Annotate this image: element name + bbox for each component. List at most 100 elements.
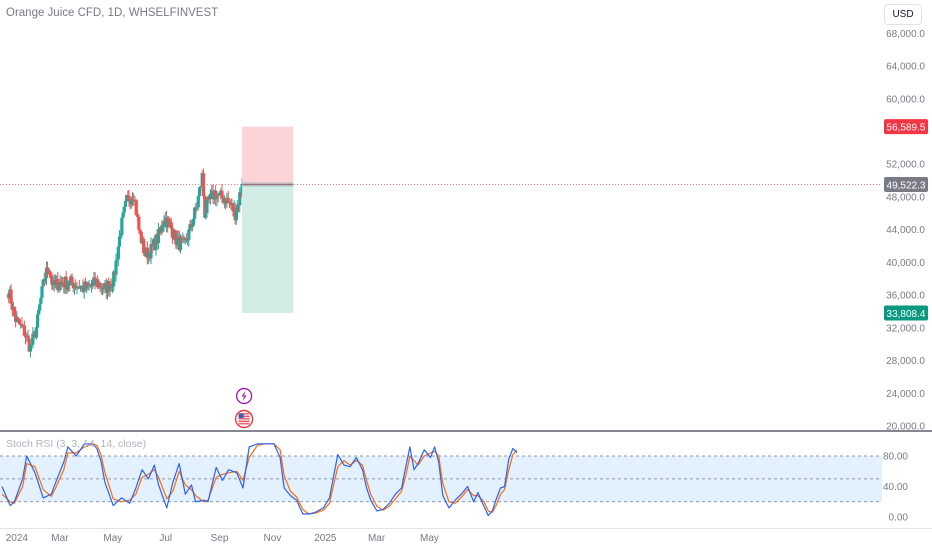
stop-loss-zone[interactable]	[242, 126, 294, 185]
price-axis-tick: 44,000.0	[886, 225, 925, 236]
candle-body	[166, 218, 170, 228]
take-profit-zone[interactable]	[242, 184, 294, 314]
candle-body	[235, 204, 240, 213]
candle-body	[120, 217, 124, 235]
candle-body	[58, 281, 62, 287]
candle-body	[227, 201, 232, 203]
candle-body	[86, 282, 90, 285]
target-price-label-bg	[884, 305, 928, 321]
currency-button[interactable]: USD	[884, 4, 922, 25]
price-axis-tick: 60,000.0	[886, 94, 925, 105]
candle-body	[49, 274, 53, 278]
candle-body	[234, 212, 238, 221]
candle-body	[238, 192, 242, 206]
candle-body	[231, 203, 235, 212]
candle-body	[201, 173, 206, 197]
candle-body	[109, 284, 113, 287]
candle-body	[66, 284, 71, 286]
lightning-glyph	[241, 390, 247, 402]
time-axis-tick: Mar	[51, 533, 69, 544]
candle-body	[135, 215, 140, 217]
candle-body	[44, 267, 49, 279]
candle-body	[99, 287, 103, 289]
candle-body	[156, 229, 161, 244]
candle-body	[122, 206, 126, 213]
stop-price-label: 56,589.5	[887, 122, 926, 133]
candle-body	[162, 221, 166, 226]
candle-body	[195, 207, 199, 209]
price-axis-tick: 40,000.0	[886, 258, 925, 269]
candle-body	[182, 238, 186, 240]
candle-body	[139, 231, 143, 244]
candle-body	[159, 227, 163, 233]
candle-body	[116, 246, 120, 260]
candle-body	[37, 310, 41, 315]
candle-body	[190, 225, 194, 228]
symbol-title[interactable]: Orange Juice CFD, 1D, WHSELFINVEST	[6, 7, 219, 19]
candle-body	[22, 325, 26, 336]
candle-body	[70, 276, 74, 283]
currency-label: USD	[892, 9, 914, 20]
candle-body	[78, 286, 83, 289]
rsi-d-line	[1, 443, 518, 515]
candle-body	[12, 306, 17, 315]
candle-body	[203, 196, 207, 218]
rsi-axis-tick: 40.00	[883, 482, 908, 493]
candle-body	[117, 236, 122, 247]
rsi-axis-tick: 0.00	[889, 513, 909, 524]
time-axis-tick: May	[420, 533, 439, 544]
candle-body	[91, 281, 95, 286]
candle-body	[205, 200, 209, 213]
price-axis-tick: 52,000.0	[886, 160, 925, 171]
candle-body	[130, 199, 135, 201]
candle-body	[199, 186, 203, 188]
candle-body	[20, 323, 24, 327]
candle-body	[100, 288, 105, 290]
candle-body	[68, 280, 72, 286]
time-axis-tick: 2025	[314, 533, 337, 544]
candle-body	[204, 212, 208, 218]
candle-body	[110, 286, 115, 288]
candle-body	[121, 212, 125, 218]
candle-body	[57, 286, 61, 291]
price-axis-tick: 24,000.0	[886, 389, 925, 400]
target-price-label: 33,808.4	[887, 309, 926, 320]
candle-body	[226, 197, 230, 202]
candle-body	[85, 282, 89, 289]
candle-body	[43, 278, 47, 281]
candle-body	[102, 283, 106, 289]
candle-body	[9, 289, 13, 304]
candle-body	[98, 283, 102, 288]
price-axis-tick: 68,000.0	[886, 29, 925, 40]
price-axis-tick: 36,000.0	[886, 291, 925, 302]
candle-body	[191, 218, 196, 226]
candle-body	[217, 192, 222, 196]
candle-body	[31, 333, 35, 345]
candle-body	[45, 267, 50, 273]
candle-body	[175, 239, 179, 245]
candle-body	[197, 187, 202, 197]
candle-body	[170, 228, 175, 238]
candle-body	[193, 207, 197, 219]
stoch-rsi-title[interactable]: Stoch RSI (3, 3, 14, 14, close)	[6, 438, 147, 450]
candle-body	[127, 195, 131, 202]
candle-body	[48, 271, 52, 275]
last-price-label: 49,522.3	[887, 180, 926, 191]
candle-body	[216, 194, 220, 196]
candle-body	[108, 284, 112, 291]
time-axis-tick: 2024	[6, 533, 29, 544]
candle-body	[28, 345, 33, 352]
candle-body	[186, 239, 190, 241]
candle-body	[174, 230, 178, 245]
candle-body	[167, 218, 171, 221]
candle-body	[215, 194, 219, 200]
candle-body	[114, 260, 118, 275]
candle-body	[17, 319, 21, 325]
candle-body	[187, 229, 191, 240]
candle-body	[15, 317, 19, 323]
price-axis-tick: 28,000.0	[886, 356, 925, 367]
candle-body	[178, 238, 183, 251]
candle-body	[115, 259, 119, 261]
